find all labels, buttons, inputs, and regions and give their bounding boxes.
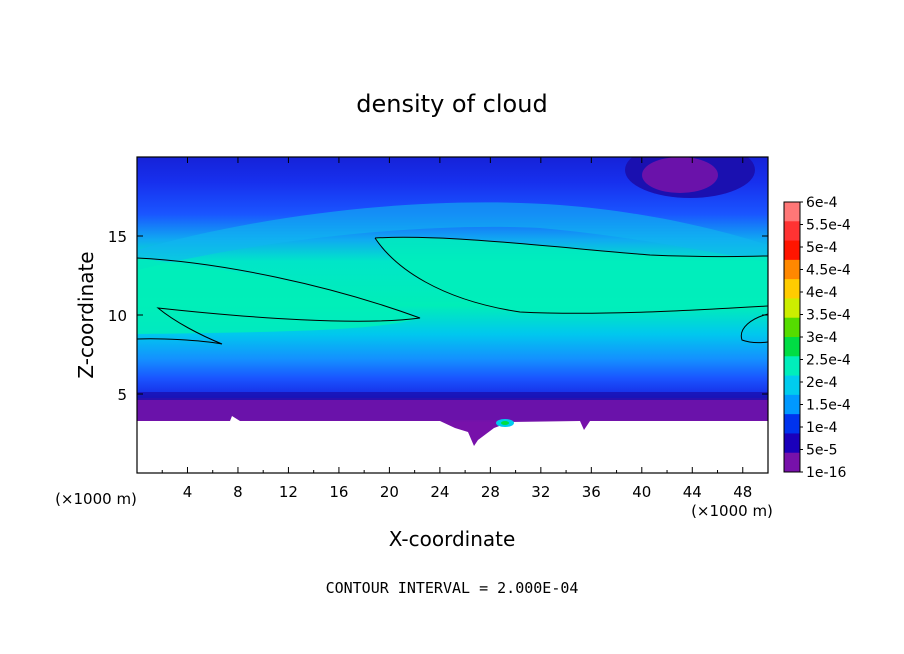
x-axis-label: X-coordinate	[389, 527, 516, 551]
colorbar-swatch	[784, 240, 800, 261]
x-axis-unit-right: (×1000 m)	[691, 502, 773, 520]
colorbar: 6e-4 5.5e-4 5e-4 4.5e-4 4e-4 3.5e-4 3e-4 2.5e-4…	[783, 195, 851, 481]
colorbar-label: 1e-4	[806, 420, 838, 436]
x-tick-label: 20	[380, 483, 399, 501]
colorbar-label: 2e-4	[806, 375, 838, 391]
colorbar-label: 5.5e-4	[806, 218, 851, 234]
colorbar-label: 1.5e-4	[806, 398, 851, 414]
x-tick-label: 32	[531, 483, 550, 501]
x-tick-label: 40	[632, 483, 651, 501]
colorbar-label: 4.5e-4	[806, 263, 851, 279]
x-tick-label: 8	[233, 483, 243, 501]
plot-field	[137, 157, 768, 473]
colorbar-swatch	[784, 452, 800, 473]
colorbar-swatch	[784, 414, 800, 434]
x-tick-label: 28	[481, 483, 500, 501]
colorbar-label: 6e-4	[806, 195, 838, 211]
y-axis: 5 10 15	[108, 228, 768, 404]
colorbar-swatch	[784, 433, 800, 454]
colorbar-swatch	[784, 337, 800, 357]
y-tick-label: 15	[108, 228, 127, 246]
y-tick-label: 5	[117, 386, 127, 404]
colorbar-label: 4e-4	[806, 285, 838, 301]
x-tick-label: 12	[279, 483, 298, 501]
x-tick-label: 16	[329, 483, 348, 501]
x-tick-label: 44	[683, 483, 702, 501]
colorbar-swatch	[784, 298, 800, 319]
colorbar-swatch	[784, 259, 800, 280]
contour-interval-label: CONTOUR INTERVAL = 2.000E-04	[326, 579, 579, 597]
x-tick-label: 48	[733, 483, 752, 501]
colorbar-swatch	[784, 221, 800, 242]
x-tick-label: 36	[582, 483, 601, 501]
chart-title: density of cloud	[356, 90, 547, 118]
y-tick-label: 10	[108, 307, 127, 325]
colorbar-swatch	[784, 202, 800, 222]
colorbar-label: 3e-4	[806, 330, 838, 346]
x-tick-label: 24	[430, 483, 449, 501]
colorbar-label: 5e-5	[806, 443, 837, 459]
colorbar-swatch	[784, 279, 800, 299]
x-axis: 4 8 12 16 20 24 28 32 36 40 44 48	[161, 157, 752, 501]
x-axis-unit-left: (×1000 m)	[55, 490, 137, 508]
colorbar-label: 5e-4	[806, 240, 838, 256]
y-axis-label: Z-coordinate	[74, 251, 98, 378]
colorbar-label: 2.5e-4	[806, 353, 851, 369]
colorbar-swatch	[784, 317, 800, 338]
colorbar-label: 1e-16	[806, 465, 846, 481]
colorbar-swatch	[784, 394, 800, 415]
colorbar-swatch	[784, 375, 800, 396]
colorbar-swatch	[784, 356, 800, 377]
x-tick-label: 4	[183, 483, 193, 501]
colorbar-label: 3.5e-4	[806, 308, 851, 324]
